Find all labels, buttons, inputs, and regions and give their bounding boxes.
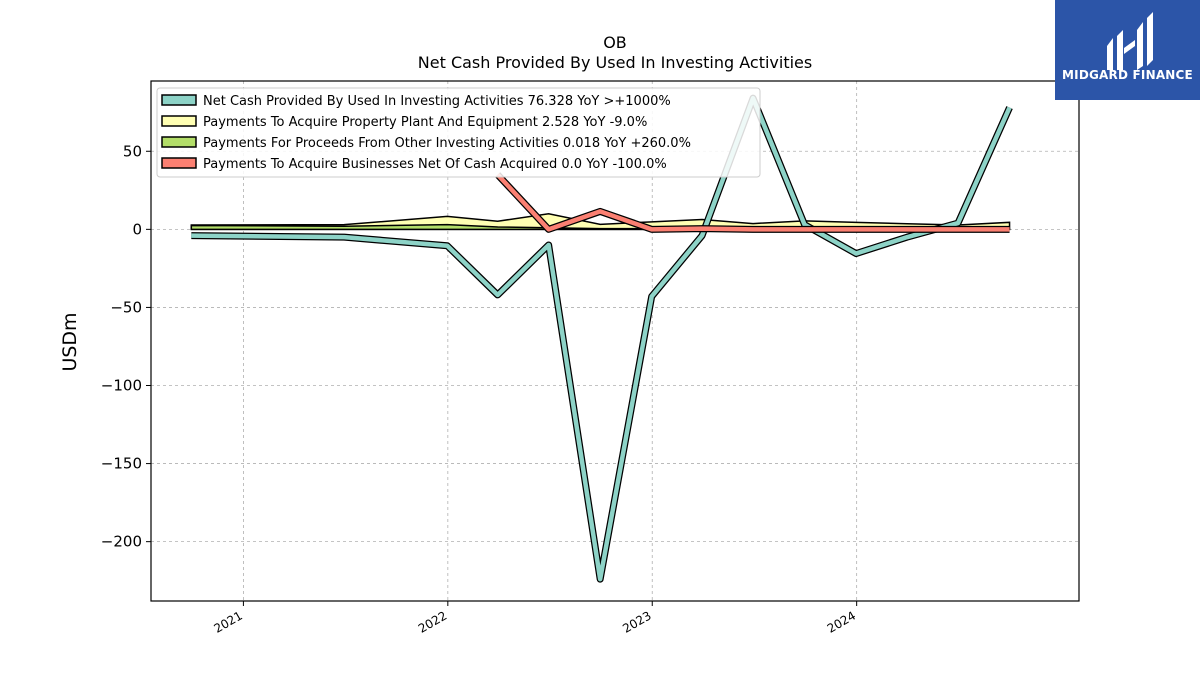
legend-swatch [161,157,197,169]
logo-text: MIDGARD FINANCE [1062,68,1193,82]
line-payments-to-acquire-businesses-net-of-cash-acquired [496,173,1010,232]
chart-title: OB [603,33,627,52]
x-tick-label: 2023 [620,608,653,635]
legend: Net Cash Provided By Used In Investing A… [156,87,761,178]
y-tick-label: −200 [101,533,142,551]
y-tick-label: −100 [101,377,142,395]
y-tick-label: 50 [123,142,142,160]
y-tick-label: 0 [132,220,142,238]
legend-box [156,87,761,178]
legend-label: Net Cash Provided By Used In Investing A… [203,94,671,109]
legend-label: Payments To Acquire Businesses Net Of Ca… [203,157,667,172]
x-tick-label: 2024 [825,608,858,635]
y-tick-label: −150 [101,455,142,473]
legend-swatch [161,94,197,106]
x-tick-label: 2021 [211,608,244,635]
legend-label: Payments For Proceeds From Other Investi… [203,136,691,151]
x-tick-label: 2022 [416,608,449,635]
midgard-logo: MIDGARD FINANCE [1055,0,1200,100]
line-net-cash-provided-by-used-in-investing-activities [191,95,1012,582]
line-series [191,94,1013,583]
plot-frame [150,80,1080,602]
y-axis-label: USDm [59,312,81,371]
y-tick-label: −50 [110,298,142,316]
chart-subtitle: Net Cash Provided By Used In Investing A… [418,53,812,72]
legend-label: Payments To Acquire Property Plant And E… [203,115,647,130]
midgard-mh-logo-icon [1107,12,1153,70]
legend-swatch [161,136,197,148]
legend-swatch [161,115,197,127]
axis-ticks: 50 0 −50 −100 −150 −200 2021 2022 2023 2024 [101,142,858,636]
